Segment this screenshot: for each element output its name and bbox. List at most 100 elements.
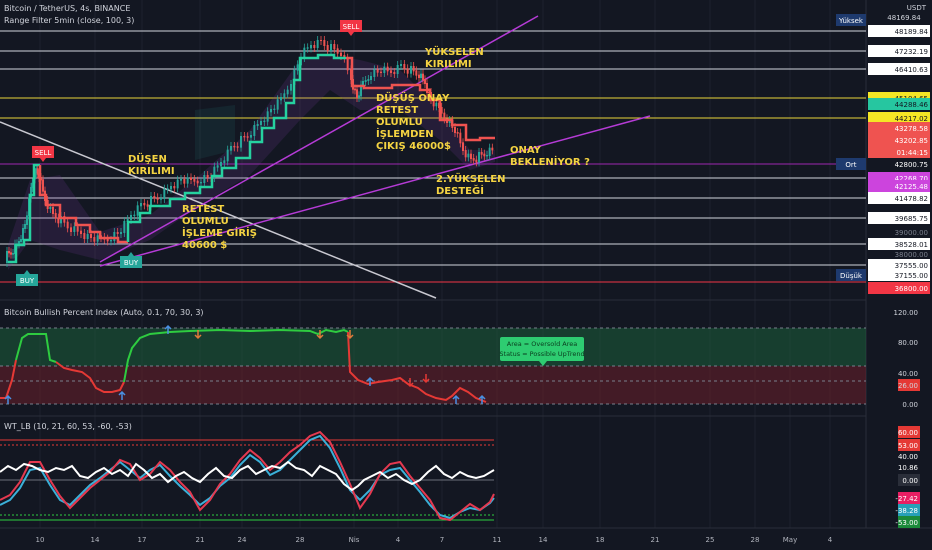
buy-signal-1[interactable]: BUY [16,270,38,286]
candle-body [213,166,216,178]
price-label: 43278.58 [895,125,928,133]
wt-tag [898,492,920,504]
wt-axis[interactable]: 60.00 53.00 40.00 10.86 0.00 -27.42 -38.28 -53.… [895,426,920,528]
price-axis[interactable]: 48169.8448189.8447232.1946410.6345104.65… [836,14,930,294]
side-tag [836,269,866,281]
candle-body [310,45,312,49]
bpi-tick-label: 120.00 [894,309,919,317]
price-tag [868,25,930,37]
bpi-line-green-1 [15,333,57,363]
price-tag [868,98,930,110]
wt-tick-label: -53.00 [895,519,918,527]
bpi-tooltip[interactable]: Area = Oversold Area Status = Possible U… [499,337,585,366]
bpi-title[interactable]: Bitcoin Bullish Percent Index (Auto, 0.1… [4,308,204,317]
range-filter-up [8,163,40,264]
svg-text:İŞLEMDEN: İŞLEMDEN [376,126,434,140]
time-tick-label: 14 [539,536,548,544]
bpi-axis[interactable]: 120.00 80.00 40.00 26.00 0.00 [894,309,921,409]
candle-body [206,175,209,178]
time-tick-label: 21 [196,536,205,544]
wt-tick-label: 40.00 [898,453,918,461]
candle-body [180,179,182,181]
time-tick-label: 28 [296,536,305,544]
bpi-tick-label: 40.00 [898,370,918,378]
candle-body [236,146,239,148]
time-tick-label: 24 [238,536,247,544]
candle-body [143,203,146,206]
rising-trendline-2[interactable] [99,115,651,267]
side-tag-label: Yüksek [838,17,864,25]
candle-body [130,215,132,220]
candle-body [459,132,462,144]
candle-body [323,40,326,46]
candle-body [303,47,306,58]
candle-body [432,99,435,107]
candle-body [8,251,10,254]
candle-body [160,198,162,200]
buy-signal-2[interactable]: BUY [120,252,142,268]
svg-text:OLUMLU: OLUMLU [376,117,423,128]
bpi-overbought-band [0,328,866,366]
candle-body [440,107,443,114]
price-tag [868,134,930,146]
price-label: 44217.02 [895,115,928,123]
descending-trendline[interactable] [0,121,437,299]
candle-body [273,108,276,110]
svg-text:2.YÜKSELEN: 2.YÜKSELEN [436,171,505,185]
time-tick-label: 21 [651,536,660,544]
svg-text:KIRILIMI: KIRILIMI [128,166,175,177]
candle-body [470,153,472,159]
candle-body [240,136,242,148]
annotation-dusus-onay: DÜŞÜŞ ONAY RETEST OLUMLU İŞLEMDEN ÇIKIŞ … [376,90,451,152]
indicator-title[interactable]: Range Filter 5min (close, 100, 3) [4,16,134,25]
candle-body [133,214,136,216]
time-axis[interactable]: 10 14 17 21 24 28 Nis 4 7 11 14 18 21 25 28 May 4 [36,536,833,544]
candle-body [276,99,279,110]
candle-body [106,238,109,242]
candle-body [176,179,179,189]
candle-body [367,79,370,81]
candle-body [467,153,470,158]
candle-body [243,136,246,138]
candle-body [390,70,392,73]
candle-body [290,84,292,91]
candle-body [330,44,332,51]
wt1-line [0,430,495,522]
svg-text:ONAY: ONAY [510,145,542,156]
svg-text:Status = Possible UpTrend: Status = Possible UpTrend [499,350,584,358]
svg-text:OLUMLU: OLUMLU [182,216,229,227]
candle-body [340,52,342,56]
candle-body [26,215,28,225]
candle-body [326,45,329,51]
candle-body [346,57,349,71]
candle-body [415,70,418,76]
wt-title[interactable]: WT_LB (10, 21, 60, 53, -60, -53) [4,422,132,431]
price-label: 37155.00 [895,272,928,280]
candle-body [230,146,232,151]
candle-body [333,44,336,50]
symbol-title[interactable]: Bitcoin / TetherUS, 4s, BINANCE [4,4,130,13]
candle-body [260,121,262,125]
candle-body [426,83,428,93]
candle-body [203,175,206,183]
candle-body [454,127,456,133]
candle-body [313,45,316,48]
price-label: 36800.00 [895,285,928,293]
candle-body [396,65,399,74]
candle-body [364,80,367,82]
sell-signal-2[interactable]: SELL [340,20,362,36]
rising-trendline-1[interactable] [99,15,539,263]
price-tag [868,180,930,192]
annotation-yukselen-kirilimi: YÜKSELEN KIRILIMI [424,44,484,70]
candle-body [186,177,189,184]
bpi-line-red-1 [0,359,17,399]
wt-tick-label: 0.00 [902,477,918,485]
time-tick-label: 17 [138,536,147,544]
candle-body [200,182,202,184]
time-tick-label: 18 [596,536,605,544]
price-label-partial: 48169.84 [887,14,921,22]
price-label: 39685.75 [895,215,928,223]
sell-signal-1[interactable]: SELL [32,146,54,162]
candle-body [448,120,451,123]
